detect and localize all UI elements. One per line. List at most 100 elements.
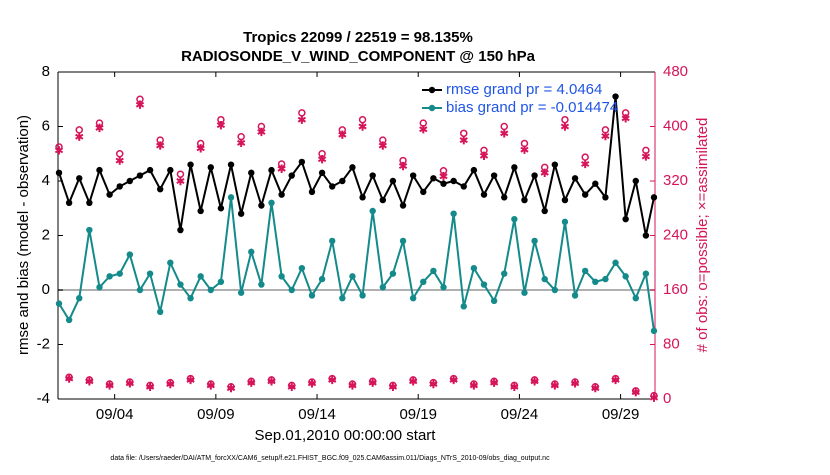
y2-tick-label: 240 [663, 226, 688, 243]
point [156, 308, 164, 315]
assimilated-obs [479, 151, 489, 160]
y-axis-label: rmse and bias (model - observation) [15, 115, 32, 355]
y-tick-label: 2 [42, 226, 50, 243]
assimilated-obs [115, 156, 124, 165]
assimilated-obs [54, 146, 64, 155]
point [288, 286, 295, 294]
x-tick-label: 09/24 [501, 406, 539, 423]
assimilated-obs [649, 393, 659, 402]
point [420, 188, 427, 196]
point [602, 194, 609, 201]
point [359, 194, 366, 201]
assimilated-obs [216, 120, 226, 130]
point [650, 194, 658, 201]
point [288, 172, 295, 179]
point [349, 164, 356, 171]
point [389, 270, 397, 277]
assimilated-obs [419, 125, 428, 134]
assimilated-obs [176, 176, 185, 186]
point [460, 303, 467, 310]
assimilated-obs [277, 164, 286, 173]
assimilated-obs [530, 377, 539, 386]
point [268, 166, 275, 174]
point [541, 207, 548, 215]
point [511, 215, 518, 223]
point [409, 294, 417, 302]
y2-tick-label: 480 [663, 63, 688, 80]
assimilated-obs [196, 144, 205, 153]
point [369, 207, 376, 215]
point [389, 177, 397, 185]
assimilated-obs [75, 132, 84, 141]
y2-tick-label: 0 [663, 390, 671, 407]
point [136, 172, 144, 179]
y-tick-label: 4 [42, 172, 50, 189]
assimilated-obs [297, 115, 306, 124]
assimilated-obs [237, 138, 246, 148]
point [339, 294, 346, 302]
point [379, 196, 387, 204]
y2-tick-label: 320 [663, 172, 688, 189]
assimilated-obs [601, 131, 610, 141]
point [440, 284, 447, 291]
point [551, 286, 559, 294]
y2-axis-label: # of obs: o=possible; ×=assimilated [694, 118, 711, 353]
assimilated-obs [186, 375, 195, 385]
assimilated-obs [145, 382, 155, 391]
assimilated-obs [398, 161, 408, 171]
point [581, 267, 589, 275]
y-tick-label: 6 [42, 117, 50, 134]
point [531, 172, 538, 179]
x-tick-label: 09/19 [399, 406, 437, 423]
point [187, 161, 194, 168]
point [96, 284, 103, 291]
assimilated-obs [560, 122, 570, 131]
point [146, 270, 154, 277]
point [369, 172, 376, 179]
point [65, 316, 73, 324]
point [106, 191, 113, 198]
assimilated-obs [459, 135, 468, 145]
point [329, 237, 336, 245]
point [561, 218, 569, 226]
y-tick-label: 8 [42, 63, 50, 80]
point [602, 275, 609, 283]
point [571, 175, 579, 182]
assimilated-obs [570, 379, 580, 388]
point [399, 202, 407, 209]
assimilated-obs [581, 159, 590, 169]
point [237, 289, 245, 296]
point [136, 286, 144, 294]
x-tick-label: 09/09 [197, 406, 235, 423]
point [632, 294, 639, 302]
assimilated-obs [489, 378, 499, 387]
assimilated-obs [500, 129, 509, 138]
point [521, 196, 528, 204]
point [430, 267, 437, 275]
y-tick-label: -4 [37, 390, 50, 407]
point [531, 237, 538, 245]
point [622, 273, 629, 280]
point [501, 270, 508, 277]
assimilated-obs [550, 381, 559, 390]
assimilated-obs [378, 141, 387, 150]
y-tick-label: 0 [42, 281, 50, 298]
point [450, 177, 457, 185]
point [227, 194, 235, 201]
point [430, 175, 437, 182]
point [65, 199, 73, 206]
y2-tick-label: 400 [663, 117, 688, 134]
plot-background [58, 72, 655, 399]
chart-subtitle: RADIOSONDE_V_WIND_COMPONENT @ 150 hPa [181, 48, 536, 65]
point [329, 183, 336, 190]
point [612, 259, 619, 266]
assimilated-obs [621, 114, 630, 123]
point [480, 191, 488, 198]
y2-tick-label: 80 [663, 335, 680, 352]
assimilated-obs [611, 375, 620, 385]
point [116, 183, 123, 190]
point [349, 273, 356, 280]
point [490, 172, 498, 179]
